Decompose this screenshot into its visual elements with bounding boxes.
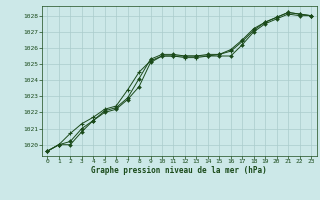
X-axis label: Graphe pression niveau de la mer (hPa): Graphe pression niveau de la mer (hPa) xyxy=(91,166,267,175)
